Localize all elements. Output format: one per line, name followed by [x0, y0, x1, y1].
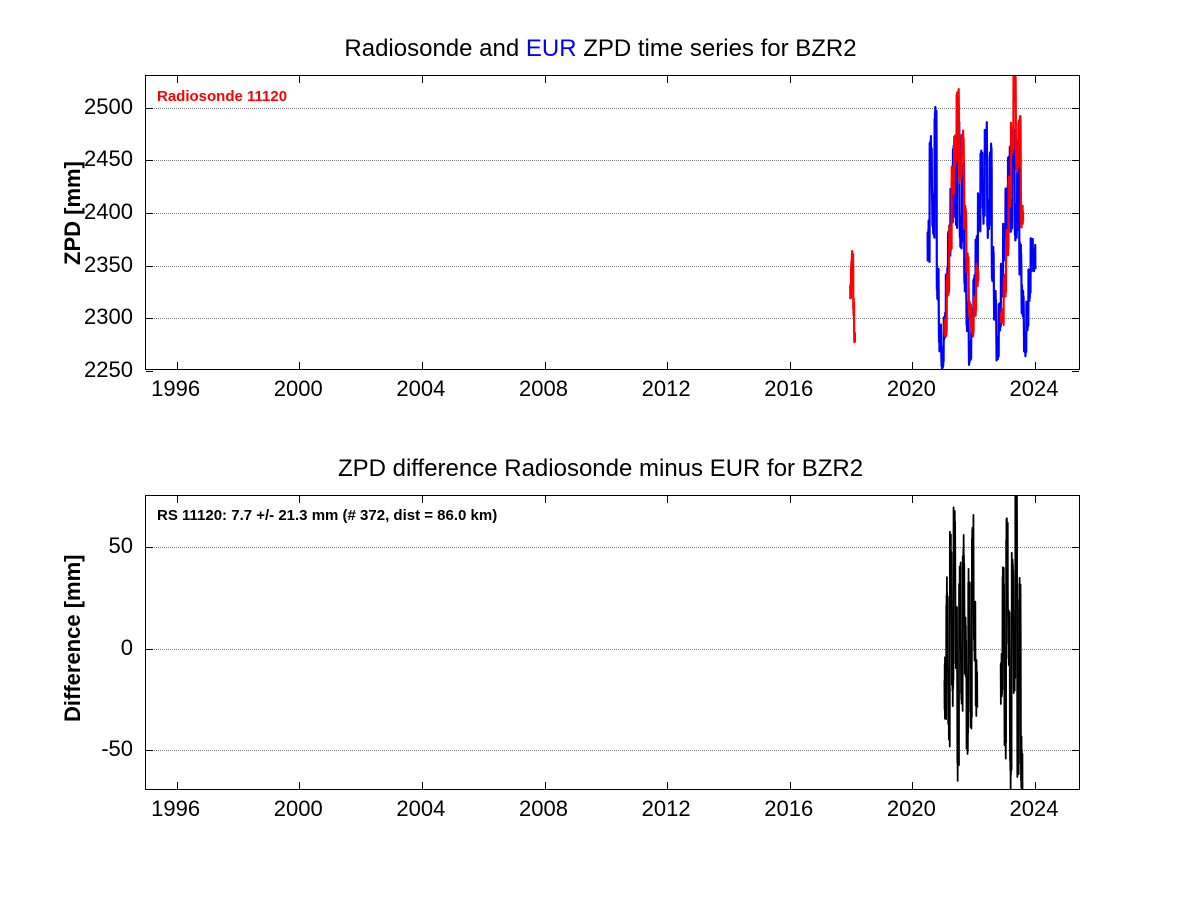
ytick [1072, 750, 1079, 751]
top-title: Radiosonde and EUR ZPD time series for B… [0, 35, 1201, 63]
bottom-plot-area [145, 495, 1080, 790]
xtick-label: 2004 [396, 796, 445, 822]
ytick [1072, 213, 1079, 214]
ytick [146, 750, 153, 751]
ytick [146, 108, 153, 109]
xtick [177, 76, 178, 83]
xtick-label: 1996 [151, 796, 200, 822]
xtick [545, 76, 546, 83]
xtick [667, 76, 668, 83]
ytick [146, 649, 153, 650]
xtick-label: 2008 [519, 376, 568, 402]
xtick-label: 2016 [764, 796, 813, 822]
bottom-svg [146, 496, 1079, 789]
ytick [1072, 160, 1079, 161]
xtick-label: 2024 [1010, 376, 1059, 402]
ytick [1072, 371, 1079, 372]
ytick-label: 2400 [84, 199, 133, 225]
xtick [790, 76, 791, 83]
xtick [545, 496, 546, 503]
xtick [545, 782, 546, 789]
title-part: EUR [526, 35, 577, 62]
title-part: ZPD time series for BZR2 [577, 35, 857, 62]
xtick [422, 496, 423, 503]
xtick-label: 2008 [519, 796, 568, 822]
xtick [422, 362, 423, 369]
ytick [146, 547, 153, 548]
ytick [146, 371, 153, 372]
xtick [667, 782, 668, 789]
xtick [299, 496, 300, 503]
series-radiosonde [850, 251, 855, 342]
xtick [1035, 362, 1036, 369]
ytick-label: 2350 [84, 252, 133, 278]
xtick-label: 2000 [274, 376, 323, 402]
title-part: ZPD difference Radiosonde minus EUR for … [338, 455, 863, 482]
xtick [912, 362, 913, 369]
xtick [667, 362, 668, 369]
ytick [146, 160, 153, 161]
ytick-label: -50 [101, 736, 133, 762]
ytick-label: 2450 [84, 146, 133, 172]
xtick [299, 782, 300, 789]
bottom-legend: RS 11120: 7.7 +/- 21.3 mm (# 372, dist =… [157, 507, 497, 524]
series-difference [944, 507, 977, 780]
xtick [1035, 782, 1036, 789]
ytick-label: 0 [121, 635, 133, 661]
xtick [545, 362, 546, 369]
xtick-label: 2012 [642, 796, 691, 822]
top-ylabel: ZPD [mm] [60, 161, 86, 265]
xtick-label: 2000 [274, 796, 323, 822]
xtick [912, 496, 913, 503]
xtick-label: 1996 [151, 376, 200, 402]
xtick [790, 782, 791, 789]
ytick [146, 318, 153, 319]
ytick [1072, 318, 1079, 319]
xtick [177, 496, 178, 503]
xtick [912, 782, 913, 789]
bottom-ylabel: Difference [mm] [60, 555, 86, 722]
ytick-label: 50 [109, 533, 133, 559]
xtick [177, 362, 178, 369]
xtick-label: 2024 [1010, 796, 1059, 822]
top-plot-area [145, 75, 1080, 370]
ytick [1072, 649, 1079, 650]
ytick [146, 213, 153, 214]
xtick-label: 2020 [887, 796, 936, 822]
xtick-label: 2020 [887, 376, 936, 402]
xtick [299, 76, 300, 83]
xtick [667, 496, 668, 503]
top-svg [146, 76, 1079, 369]
ytick-label: 2500 [84, 94, 133, 120]
xtick [299, 362, 300, 369]
bottom-title: ZPD difference Radiosonde minus EUR for … [0, 455, 1201, 483]
xtick [1035, 76, 1036, 83]
xtick [422, 76, 423, 83]
title-part: Radiosonde and [344, 35, 525, 62]
xtick [912, 76, 913, 83]
xtick [1035, 496, 1036, 503]
xtick [790, 496, 791, 503]
ytick [1072, 266, 1079, 267]
xtick-label: 2004 [396, 376, 445, 402]
series-difference [1001, 480, 1023, 801]
xtick-label: 2016 [764, 376, 813, 402]
xtick-label: 2012 [642, 376, 691, 402]
ytick [1072, 108, 1079, 109]
ytick [1072, 547, 1079, 548]
top-legend: Radiosonde 11120 [157, 88, 287, 105]
figure: Radiosonde and EUR ZPD time series for B… [0, 0, 1201, 901]
xtick [790, 362, 791, 369]
ytick-label: 2250 [84, 357, 133, 383]
ytick [146, 266, 153, 267]
ytick-label: 2300 [84, 304, 133, 330]
xtick [177, 782, 178, 789]
xtick [422, 782, 423, 789]
